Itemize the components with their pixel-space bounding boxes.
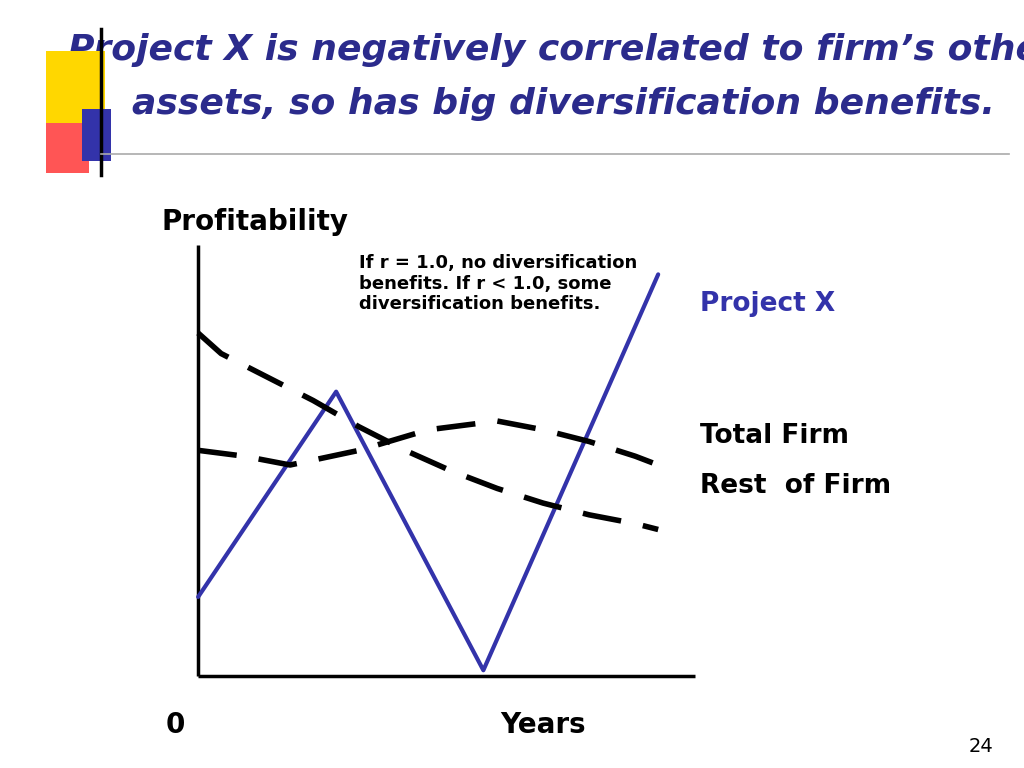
Text: Project X is negatively correlated to firm’s other: Project X is negatively correlated to fi… [69,33,1024,67]
Text: Profitability: Profitability [162,208,348,237]
Text: If r = 1.0, no diversification
benefits. If r < 1.0, some
diversification benefi: If r = 1.0, no diversification benefits.… [359,254,637,313]
Text: Project X: Project X [699,291,835,316]
Text: Years: Years [501,711,586,740]
Text: 24: 24 [969,737,993,756]
Text: assets, so has big diversification benefits.: assets, so has big diversification benef… [132,87,994,121]
Text: 0: 0 [166,711,184,740]
Text: Total Firm: Total Firm [699,422,849,449]
Text: Rest  of Firm: Rest of Firm [699,472,891,498]
